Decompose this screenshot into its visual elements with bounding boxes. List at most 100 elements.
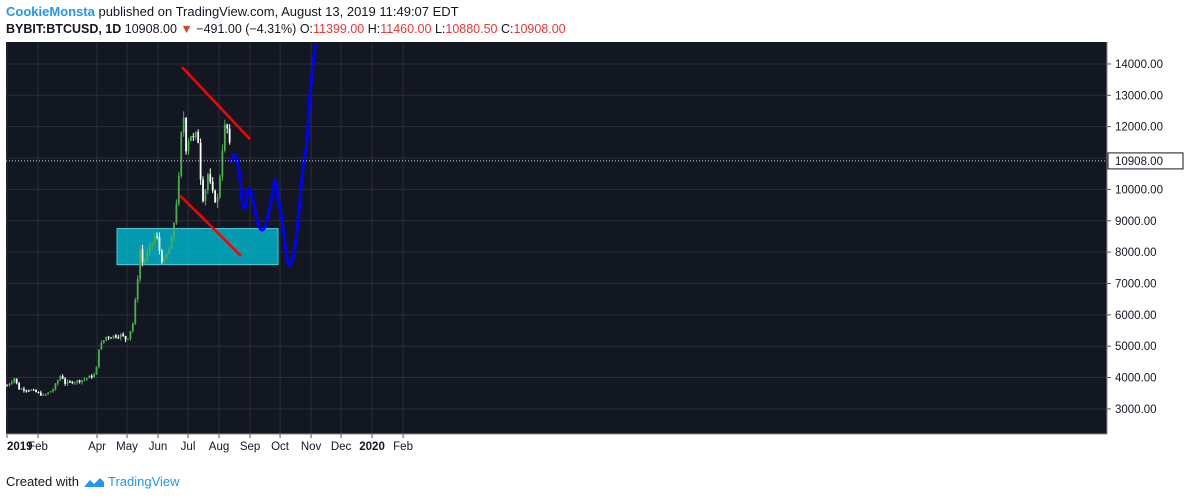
candle-body (158, 236, 161, 251)
candle-body (206, 174, 209, 191)
publish-info: CookieMonsta published on TradingView.co… (6, 4, 459, 19)
low-label: L: (434, 22, 446, 36)
candle-body (141, 249, 144, 263)
x-tick-label: Apr (88, 441, 106, 453)
candle-body (115, 335, 117, 338)
candle-body (165, 253, 168, 259)
candle-body (173, 223, 175, 238)
candle-body (102, 340, 105, 343)
candle-body (182, 118, 185, 133)
candle-body (6, 385, 8, 387)
candle-body (134, 299, 137, 324)
x-tick-label: Dec (331, 441, 352, 453)
candle-body (85, 378, 88, 380)
candle-body (27, 390, 30, 392)
close-value: 10908.00 (513, 22, 566, 36)
x-tick-label: Jun (149, 441, 168, 453)
candle-body (18, 383, 20, 390)
candle-body (39, 392, 42, 396)
candle-body (219, 176, 221, 197)
candle-body (100, 342, 103, 350)
candle-body (187, 140, 190, 152)
candle-body (180, 132, 183, 176)
created-with-text: Created with (6, 474, 79, 489)
candle-body (216, 196, 219, 203)
support-zone (116, 228, 279, 266)
high-value: 11460.00 (380, 22, 432, 36)
x-tick-label: Jul (181, 441, 196, 453)
candle-body (64, 378, 66, 384)
open-value: 11399.00 (313, 22, 365, 36)
candle-body (144, 260, 146, 263)
candle-body (170, 237, 173, 249)
x-tick-label: Nov (301, 441, 322, 453)
high-label: H: (367, 22, 381, 36)
open-label: O: (299, 22, 314, 36)
candle-body (54, 383, 57, 390)
price-chart[interactable]: 14000.0013000.0012000.0011000.0010000.00… (0, 42, 1188, 467)
candle-body (221, 150, 224, 177)
candle-body (107, 336, 110, 338)
tradingview-logo-icon (83, 477, 104, 487)
candle-body (160, 250, 163, 262)
candle-body (163, 258, 166, 262)
candle-body (88, 375, 91, 379)
candle-body (20, 388, 23, 390)
close-label: C: (501, 22, 514, 36)
candle-body (168, 248, 171, 254)
candle-body (223, 124, 226, 151)
candle-body (202, 179, 204, 202)
symbol-label: BYBIT:BTCUSD, 1D (6, 22, 122, 36)
candle-body (112, 335, 115, 338)
candle-body (93, 374, 96, 378)
candle-body (153, 236, 156, 243)
candle-body (95, 366, 98, 375)
y-tick-label: 12000.00 (1115, 122, 1163, 134)
x-tick-label: Sep (240, 441, 260, 453)
y-tick-label: 9000.00 (1115, 216, 1157, 228)
candle-body (37, 392, 40, 394)
candle-body (110, 337, 112, 339)
candle-body (76, 380, 79, 383)
last-price-label: 10908.00 (1115, 156, 1163, 168)
x-tick-label: May (116, 441, 138, 453)
candle-body (204, 190, 207, 202)
candle-body (78, 380, 81, 383)
candle-body (15, 378, 18, 384)
candle-body (119, 334, 122, 338)
candle-body (44, 394, 47, 396)
chart-area[interactable]: 14000.0013000.0012000.0011000.0010000.00… (0, 42, 1188, 467)
footer: Created with TradingView (6, 474, 180, 489)
candle-body (73, 382, 76, 384)
candle-body (25, 390, 28, 392)
projection-curve (229, 43, 317, 267)
candle-body (49, 391, 52, 393)
candle-body (117, 337, 120, 339)
candle-body (226, 124, 229, 129)
candle-body (23, 388, 25, 391)
candle-body (131, 323, 134, 331)
candle-body (71, 381, 74, 384)
tradingview-brand: TradingView (107, 474, 180, 489)
candle-body (129, 330, 132, 339)
x-tick-label: Feb (28, 441, 48, 453)
x-tick-label: 2020 (359, 441, 385, 453)
published-text: published on TradingView.com, August 13,… (98, 4, 459, 19)
candle-body (42, 394, 45, 396)
candle-body (32, 389, 35, 391)
candle-body (47, 392, 50, 395)
candle-body (122, 334, 125, 337)
candle-body (56, 380, 59, 384)
candle-body (146, 252, 149, 261)
candle-body (127, 338, 129, 340)
candle-body (185, 118, 187, 152)
y-tick-label: 10000.00 (1115, 184, 1163, 196)
author-link[interactable]: CookieMonsta (6, 4, 95, 19)
candle-body (35, 389, 37, 393)
candle-body (52, 389, 54, 392)
candle-body (81, 380, 83, 383)
tradingview-link[interactable]: TradingView (83, 474, 180, 489)
candle-body (10, 381, 13, 384)
y-tick-label: 7000.00 (1115, 278, 1157, 290)
candle-body (148, 244, 151, 253)
